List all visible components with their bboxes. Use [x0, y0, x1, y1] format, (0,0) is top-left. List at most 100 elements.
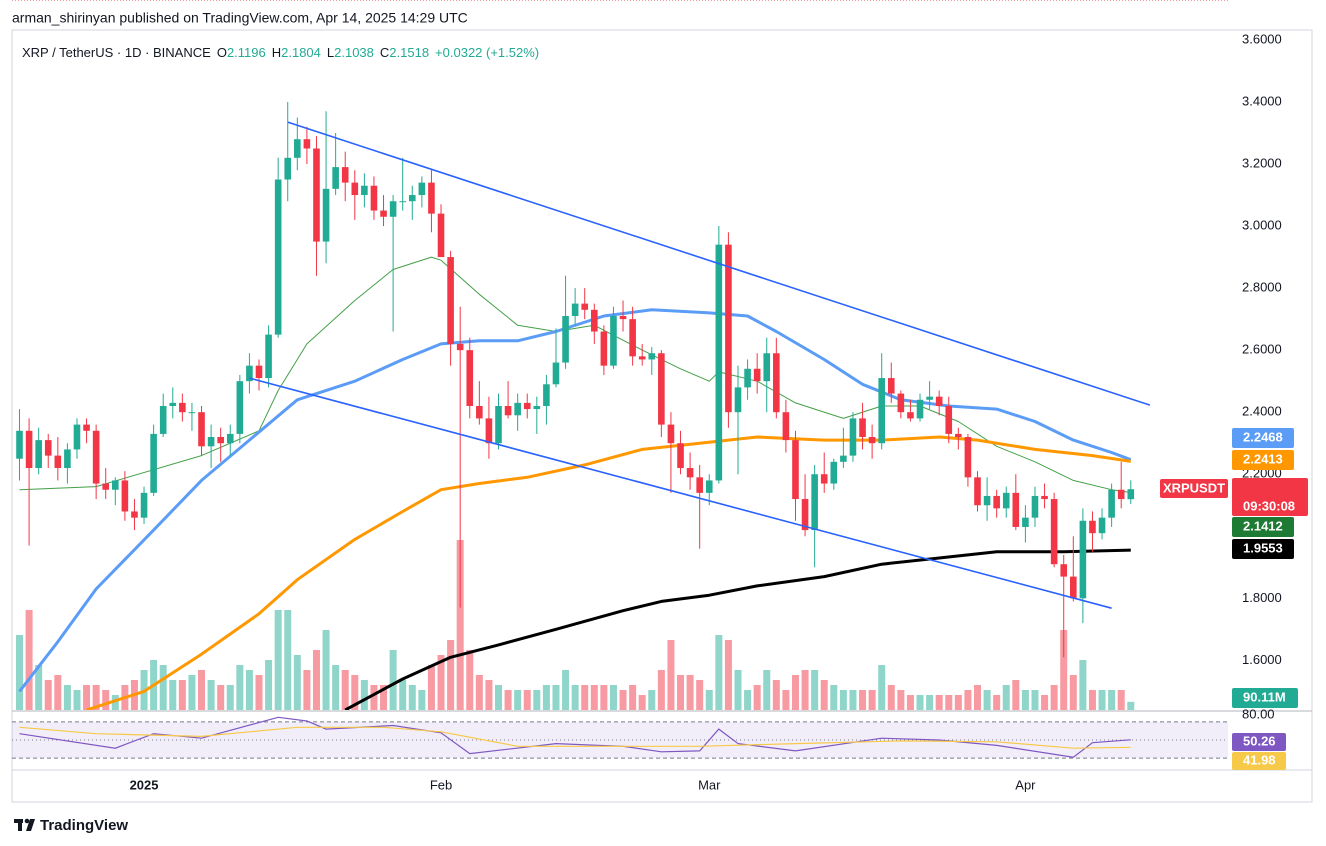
volume-bar	[619, 690, 627, 710]
y-tick-label: 3.2000	[1242, 155, 1282, 170]
volume-bar	[590, 685, 598, 710]
ma-value-label: 2.2413	[1243, 451, 1283, 466]
volume-bar	[25, 610, 33, 710]
candle-body	[341, 167, 349, 183]
volume-bar	[1021, 690, 1029, 710]
y-tick-label: 1.8000	[1242, 590, 1282, 605]
candle-body	[35, 440, 42, 469]
ma-value-label-box	[1232, 450, 1294, 470]
symbol: XRP / TetherUS · 1D · BINANCE	[22, 45, 211, 60]
volume-bar	[571, 685, 579, 710]
candle-body	[389, 201, 397, 217]
candle-body	[236, 381, 244, 434]
volume-bar	[504, 690, 512, 710]
y-tick-label: 2.4000	[1242, 404, 1282, 419]
volume-bar	[380, 685, 388, 710]
volume-bar	[705, 690, 713, 710]
volume-bar	[724, 640, 732, 710]
candle-body	[284, 157, 292, 180]
candle-body	[591, 309, 598, 332]
volume-bar	[485, 680, 493, 710]
y-tick-label: 3.0000	[1242, 217, 1282, 232]
candle-body	[1089, 520, 1096, 534]
candle-body	[294, 139, 301, 158]
candle-body	[667, 424, 675, 444]
change: +0.0322 (+1.52%)	[435, 45, 539, 60]
volume-bar	[188, 675, 196, 710]
volume-bar	[44, 680, 52, 710]
candle-body	[878, 378, 885, 444]
logo-stem	[18, 819, 22, 831]
volume-bar	[734, 670, 742, 710]
candle-body	[887, 378, 895, 394]
candle-body	[935, 396, 943, 406]
volume-bar	[715, 635, 723, 710]
candle-body	[945, 405, 953, 434]
volume-bar	[533, 690, 541, 710]
volume-bar	[217, 685, 225, 710]
volume-bar	[1050, 685, 1058, 710]
candle-body	[523, 402, 531, 410]
volume-bar	[245, 670, 253, 710]
candle-body	[619, 316, 627, 320]
volume-label: 90.11M	[1243, 689, 1286, 704]
rsi-value-box	[1232, 752, 1286, 770]
y-tick-label: 3.6000	[1242, 31, 1282, 46]
candle-body	[179, 402, 186, 413]
volume-bar	[562, 670, 570, 710]
candle-body	[92, 430, 100, 484]
volume-bar	[1012, 680, 1020, 710]
candle-body	[562, 316, 569, 363]
candle-body	[83, 424, 90, 431]
candle-body	[246, 365, 253, 382]
volume-bar	[293, 655, 301, 710]
rsi-line	[19, 726, 1131, 749]
volume-bar	[820, 680, 828, 710]
candle-body	[868, 437, 876, 444]
candle-body	[64, 449, 71, 469]
volume-bar	[782, 690, 790, 710]
close-label: C	[380, 45, 389, 60]
brand: TradingView	[40, 817, 128, 834]
volume-bar	[54, 675, 62, 710]
candle-body	[696, 477, 703, 493]
volume-bar	[887, 685, 895, 710]
candle-body	[820, 474, 828, 484]
volume-bar	[1079, 660, 1087, 710]
volume-bar	[73, 690, 81, 710]
candle-body	[150, 433, 157, 493]
candle-body	[1098, 517, 1106, 534]
candle-body	[265, 334, 272, 379]
candle-body	[102, 483, 110, 490]
volume-label-box	[1232, 688, 1298, 708]
logo-dot	[24, 818, 30, 824]
candle-body	[169, 402, 177, 406]
volume-bar	[868, 690, 876, 710]
volume-bar	[1031, 690, 1039, 710]
volume-bar	[677, 675, 685, 710]
volume-bar	[1060, 630, 1068, 710]
candle-body	[1050, 499, 1058, 565]
candle-body	[849, 418, 857, 456]
symbol-code: XRPUSDT	[1163, 480, 1225, 495]
author-line: arman_shirinyan published on TradingView…	[12, 10, 468, 26]
candle-body	[121, 480, 129, 512]
volume-bar	[839, 690, 847, 710]
volume-bar	[763, 670, 771, 710]
candle-body	[773, 353, 780, 413]
volume-bar	[178, 680, 186, 710]
candle-body	[1127, 489, 1135, 500]
volume-bar	[83, 685, 91, 710]
volume-bar	[303, 670, 311, 710]
candle-body	[370, 185, 378, 211]
logo-slash	[26, 819, 35, 831]
candle-body	[801, 499, 809, 531]
volume-bar	[993, 695, 1001, 710]
rsi-tick-label: 80.00	[1242, 706, 1275, 721]
moving-average	[18, 308, 1132, 693]
y-tick-label: 1.6000	[1242, 652, 1282, 667]
candle-body	[955, 433, 962, 438]
candle-body	[322, 188, 330, 242]
candle-body	[188, 412, 196, 414]
